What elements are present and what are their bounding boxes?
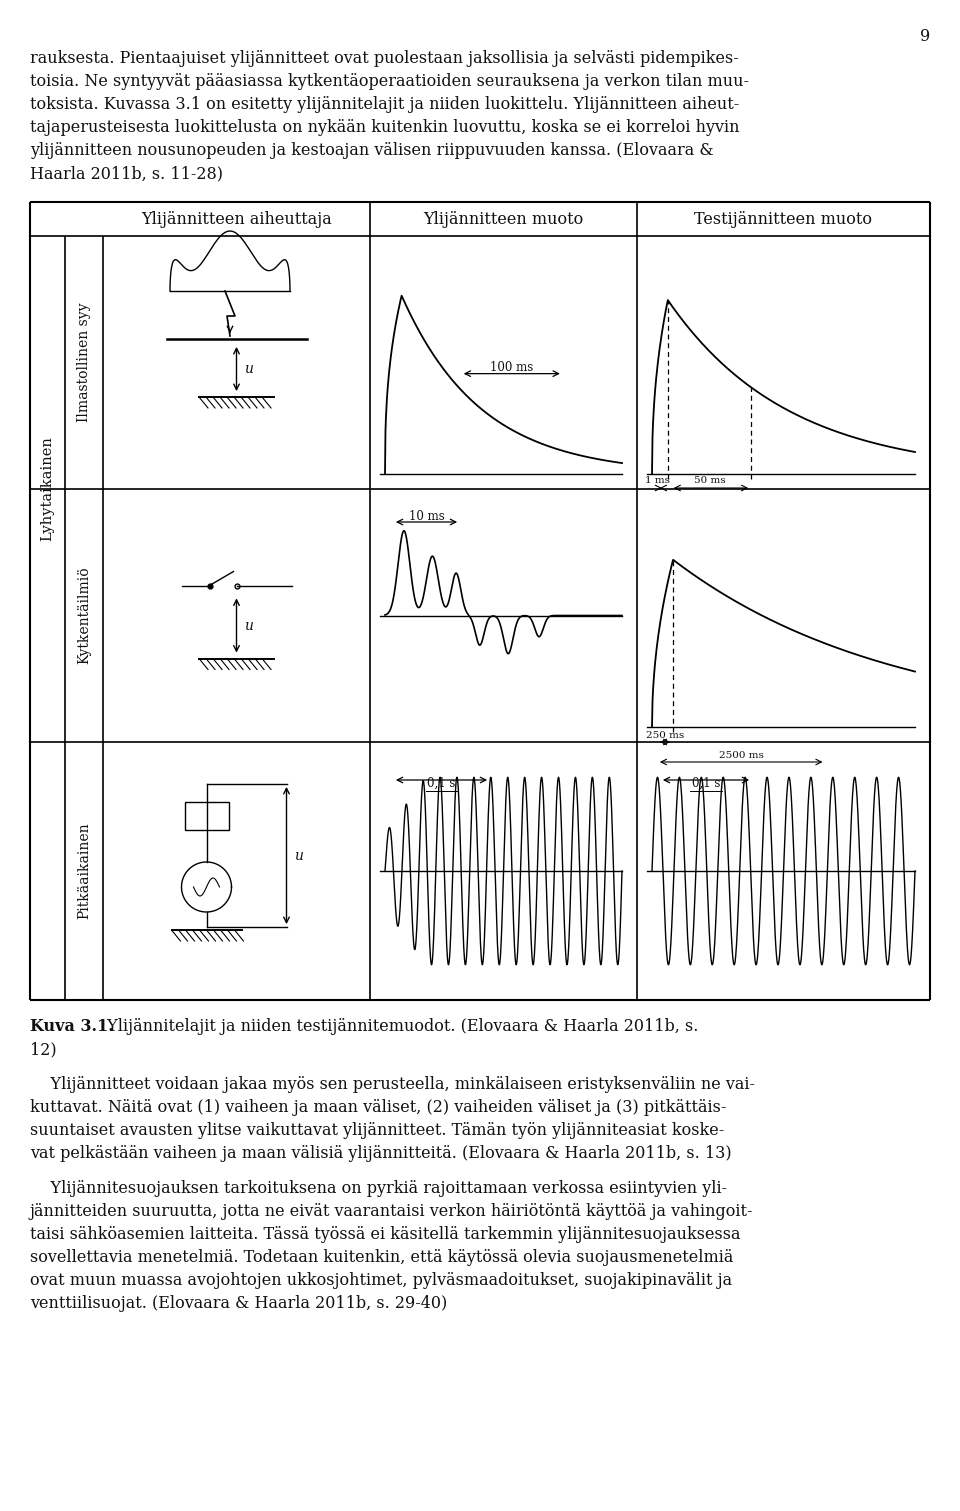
Text: Pitkäaikainen: Pitkäaikainen bbox=[77, 822, 91, 919]
Text: sovellettavia menetelmiä. Todetaan kuitenkin, että käytössä olevia suojausmenete: sovellettavia menetelmiä. Todetaan kuite… bbox=[30, 1250, 733, 1266]
Text: venttiilisuojat. (Elovaara & Haarla 2011b, s. 29-40): venttiilisuojat. (Elovaara & Haarla 2011… bbox=[30, 1295, 447, 1312]
Text: 9: 9 bbox=[920, 29, 930, 45]
Text: 100 ms: 100 ms bbox=[491, 361, 534, 373]
Text: 10 ms: 10 ms bbox=[409, 511, 444, 523]
Text: 12): 12) bbox=[30, 1041, 57, 1058]
Text: Lyhytaikainen: Lyhytaikainen bbox=[40, 437, 55, 541]
Text: 50 ms: 50 ms bbox=[694, 476, 725, 485]
Text: ovat muun muassa avojohtojen ukkosjohtimet, pylväsmaadoitukset, suojakipinavälit: ovat muun muassa avojohtojen ukkosjohtim… bbox=[30, 1272, 732, 1289]
Text: suuntaiset avausten ylitse vaikuttavat ylijännitteet. Tämän työn ylijänniteasiat: suuntaiset avausten ylitse vaikuttavat y… bbox=[30, 1123, 724, 1139]
Text: Ilmastollinen syy: Ilmastollinen syy bbox=[77, 302, 91, 422]
Text: Ylijännitteen muoto: Ylijännitteen muoto bbox=[423, 210, 584, 228]
Text: rauksesta. Pientaajuiset ylijännitteet ovat puolestaan jaksollisia ja selvästi p: rauksesta. Pientaajuiset ylijännitteet o… bbox=[30, 50, 739, 66]
Text: 0,1 s: 0,1 s bbox=[692, 777, 720, 790]
Text: ylijännitteen nousunopeuden ja kestoajan välisen riippuvuuden kanssa. (Elovaara : ylijännitteen nousunopeuden ja kestoajan… bbox=[30, 142, 713, 159]
Text: 250 ms: 250 ms bbox=[646, 731, 684, 740]
Text: kuttavat. Näitä ovat (1) vaiheen ja maan väliset, (2) vaiheiden väliset ja (3) p: kuttavat. Näitä ovat (1) vaiheen ja maan… bbox=[30, 1098, 727, 1117]
Text: Ylijännitteet voidaan jakaa myös sen perusteella, minkälaiseen eristyksenväliin : Ylijännitteet voidaan jakaa myös sen per… bbox=[30, 1076, 755, 1092]
Text: 2500 ms: 2500 ms bbox=[719, 751, 763, 760]
Text: toisia. Ne syntyyvät pääasiassa kytkentäoperaatioiden seurauksena ja verkon tila: toisia. Ne syntyyvät pääasiassa kytkentä… bbox=[30, 73, 749, 91]
Text: u: u bbox=[295, 849, 303, 863]
Bar bbox=[184, 802, 228, 830]
Text: tajaperusteisesta luokittelusta on nykään kuitenkin luovuttu, koska se ei korrel: tajaperusteisesta luokittelusta on nykää… bbox=[30, 119, 739, 136]
Text: Ylijännitteen aiheuttaja: Ylijännitteen aiheuttaja bbox=[141, 210, 332, 228]
Text: jännitteiden suuruutta, jotta ne eivät vaarantaisi verkon häiriötöntä käyttöä ja: jännitteiden suuruutta, jotta ne eivät v… bbox=[30, 1203, 754, 1219]
Text: Haarla 2011b, s. 11-28): Haarla 2011b, s. 11-28) bbox=[30, 165, 223, 181]
Text: u: u bbox=[245, 618, 253, 633]
Text: vat pelkästään vaiheen ja maan välisiä ylijännitteitä. (Elovaara & Haarla 2011b,: vat pelkästään vaiheen ja maan välisiä y… bbox=[30, 1145, 732, 1162]
Text: taisi sähköasemien laitteita. Tässä työssä ei käsitellä tarkemmin ylijännitesuoj: taisi sähköasemien laitteita. Tässä työs… bbox=[30, 1225, 740, 1244]
Text: toksista. Kuvassa 3.1 on esitetty ylijännitelajit ja niiden luokittelu. Ylijänni: toksista. Kuvassa 3.1 on esitetty ylijän… bbox=[30, 97, 739, 113]
Text: Kuva 3.1.: Kuva 3.1. bbox=[30, 1018, 113, 1035]
Text: Ylijännitesuojauksen tarkoituksena on pyrkiä rajoittamaan verkossa esiintyvien y: Ylijännitesuojauksen tarkoituksena on py… bbox=[30, 1180, 727, 1197]
Text: Testijännitteen muoto: Testijännitteen muoto bbox=[694, 210, 873, 228]
Text: Kytkentäilmiö: Kytkentäilmiö bbox=[77, 567, 91, 665]
Text: u: u bbox=[245, 363, 253, 376]
Text: 0,1 s: 0,1 s bbox=[427, 777, 456, 790]
Text: 1 ms: 1 ms bbox=[645, 476, 670, 485]
Text: Ylijännitelajit ja niiden testijännitemuodot. (Elovaara & Haarla 2011b, s.: Ylijännitelajit ja niiden testijännitemu… bbox=[102, 1018, 698, 1035]
